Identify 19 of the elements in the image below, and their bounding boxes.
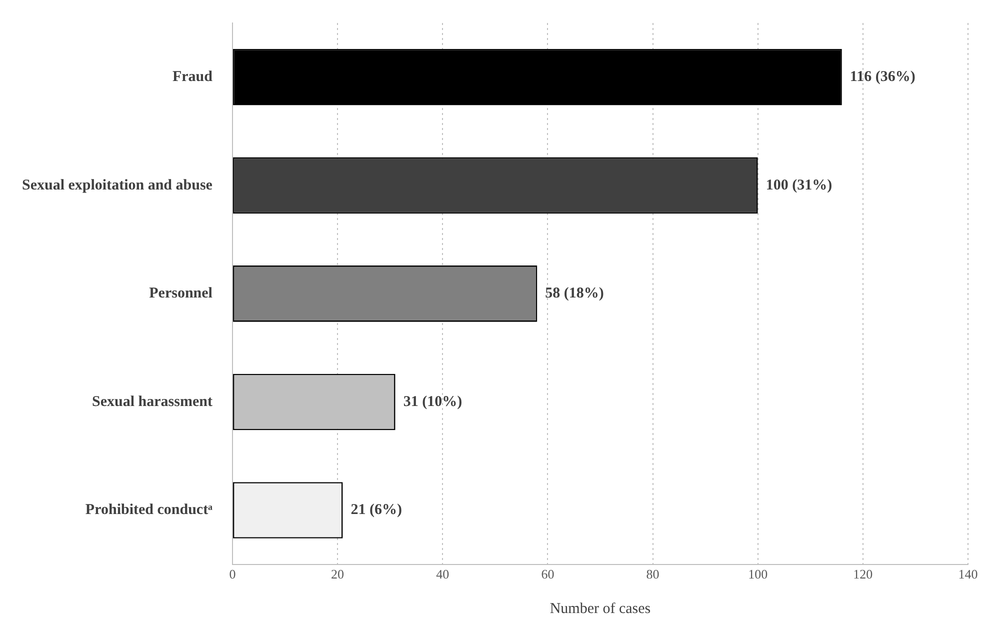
x-axis-title: Number of cases [550,600,651,617]
data-label: 21 (6%) [350,502,402,518]
x-tick-label: 40 [436,566,450,582]
y-tick-label: Prohibited conductᵃ [85,502,214,518]
x-tick-label: 20 [331,566,344,582]
x-tick-label: 120 [853,566,873,582]
x-tick-label: 0 [229,566,236,582]
data-label: 58 (18%) [545,286,604,302]
x-tick-label: 60 [541,566,554,582]
y-tick-label: Fraud [172,69,214,86]
y-tick-label: Personnel [149,286,212,302]
data-label: 31 (10%) [403,394,462,410]
data-label: 116 (36%) [850,69,916,86]
x-tick-label: 100 [748,566,768,582]
x-tick-label: 140 [958,566,978,582]
y-tick-label: Sexual exploitation and abuse [22,177,213,194]
data-label: 100 (31%) [766,177,832,194]
x-tick-label: 80 [646,566,660,582]
y-tick-label: Sexual harassment [92,394,212,410]
